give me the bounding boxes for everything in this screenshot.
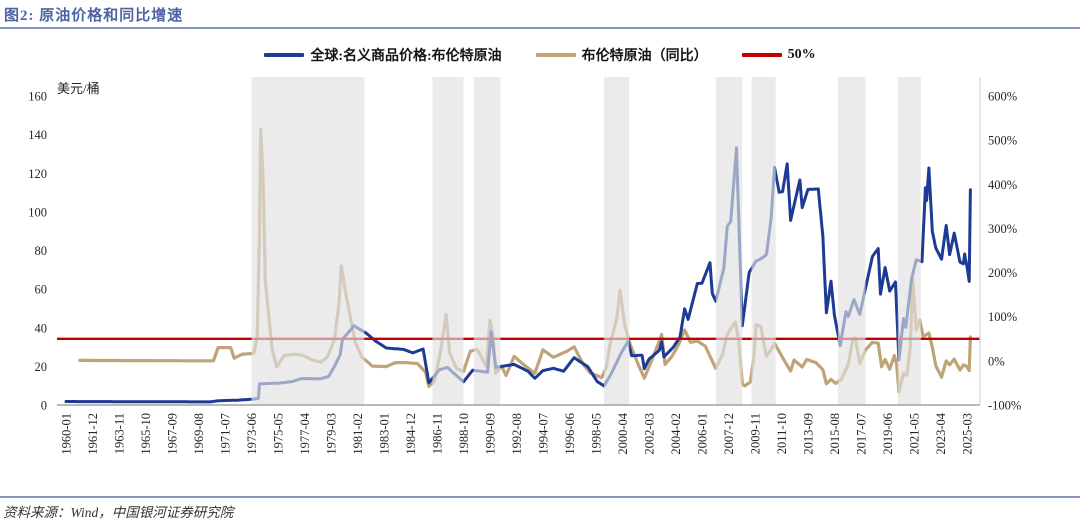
x-axis-tick-label: 1960-01 [60, 413, 74, 455]
x-axis-tick-label: 2002-03 [642, 413, 656, 455]
source-note: 资料来源：Wind，中国银河证券研究院 [3, 505, 234, 520]
right-axis-tick-label: 500% [988, 134, 1017, 148]
x-axis-tick-label: 2011-10 [775, 413, 789, 454]
right-axis-tick-label: 400% [988, 178, 1017, 192]
right-axis-tick-label: 300% [988, 222, 1017, 236]
recession-band [897, 77, 921, 405]
x-axis-tick-label: 1969-08 [192, 413, 206, 455]
price-line [64, 146, 972, 404]
figure-title: 图2: 原油价格和同比增速 [4, 8, 184, 24]
x-axis-tick-label: 1965-10 [139, 413, 153, 455]
right-axis-tick-label: 600% [988, 90, 1017, 104]
x-axis-tick-label: 1998-05 [589, 413, 603, 455]
legend-line-swatch [264, 53, 305, 57]
x-axis-tick-label: 2007-12 [722, 413, 736, 455]
footer-divider [0, 496, 1080, 498]
x-axis-tick-label: 1990-09 [483, 413, 497, 455]
legend-line-swatch [535, 53, 576, 57]
x-axis-tick-label: 2015-08 [828, 413, 842, 455]
x-axis-tick-label: 2017-07 [854, 413, 868, 455]
recession-band [715, 77, 743, 405]
legend-label: 50% [787, 47, 816, 62]
x-axis-tick-label: 1984-12 [404, 413, 418, 455]
x-axis-tick-label: 1988-10 [457, 413, 471, 455]
left-axis-tick-label: 40 [35, 321, 48, 335]
x-axis-tick-label: 1979-03 [324, 413, 338, 455]
recession-band [473, 77, 501, 405]
left-axis-ticks: 0 20 40 60 80 100 120 140 160 [28, 90, 47, 413]
recession-band [751, 77, 776, 405]
yoy-line [78, 127, 972, 394]
x-axis-tick-label: 2013-09 [801, 413, 815, 455]
right-axis-tick-label: 100% [988, 310, 1017, 324]
chart-legend: 全球:名义商品价格:布伦特原油 布伦特原油（同比） 50% [0, 45, 1080, 65]
left-axis-tick-label: 160 [28, 90, 47, 104]
x-axis-tick-label: 1971-07 [218, 413, 232, 455]
right-axis-tick-label: 200% [988, 266, 1017, 280]
recession-band [837, 77, 866, 405]
left-axis-tick-label: 60 [35, 283, 48, 297]
x-axis-tick-label: 1994-07 [536, 413, 550, 455]
recession-bands [251, 77, 921, 405]
x-axis-tick-label: 2004-02 [669, 413, 683, 455]
title-divider [0, 27, 1080, 29]
x-axis-tick-label: 1983-01 [377, 413, 391, 455]
legend-label: 全球:名义商品价格:布伦特原油 [310, 49, 502, 64]
x-axis-ticks: 1960-01 1961-12 1963-11 1965-10 1967-09 1969-… [60, 412, 975, 454]
x-axis-tick-label: 1963-11 [112, 413, 126, 454]
left-axis-tick-label: 80 [35, 244, 48, 258]
x-axis-tick-label: 2006-01 [695, 413, 709, 455]
right-axis-tick-label: 0% [988, 354, 1005, 368]
x-axis-tick-label: 1981-02 [351, 413, 365, 455]
legend-line-swatch [741, 53, 782, 57]
x-axis-tick-label: 2023-04 [934, 412, 948, 454]
left-axis-tick-label: 20 [35, 360, 48, 374]
x-axis-tick-label: 1996-06 [563, 413, 577, 455]
x-axis-tick-label: 1967-09 [165, 413, 179, 455]
left-axis-tick-label: 0 [41, 399, 47, 413]
x-axis-tick-label: 2025-03 [960, 413, 974, 455]
right-axis-ticks: 600% 500% 400% 300% 200% 100% 0% -100% [988, 90, 1021, 413]
x-axis-tick-label: 2009-11 [748, 413, 762, 454]
recession-band [251, 77, 365, 405]
x-axis-tick-label: 1977-04 [298, 412, 312, 454]
legend-item-1: 布伦特原油（同比） [535, 45, 708, 65]
left-axis-unit-label: 美元/桶 [57, 81, 100, 96]
x-axis-tick-label: 2000-04 [616, 412, 630, 454]
x-axis-tick-label: 2019-06 [881, 413, 895, 455]
legend-item-0: 全球:名义商品价格:布伦特原油 [264, 45, 502, 65]
legend-item-2: 50% [741, 47, 816, 63]
legend-label: 布伦特原油（同比） [581, 49, 708, 64]
x-axis-tick-label: 1986-11 [430, 413, 444, 454]
right-axis-tick-label: -100% [988, 399, 1021, 413]
x-axis-tick-label: 1992-08 [510, 413, 524, 455]
x-axis-tick-label: 1973-06 [245, 413, 259, 455]
recession-band [432, 77, 464, 405]
left-axis-tick-label: 140 [28, 128, 47, 142]
left-axis-tick-label: 120 [28, 167, 47, 181]
x-axis-tick-label: 1961-12 [86, 413, 100, 455]
x-axis-tick-label: 2021-05 [907, 413, 921, 455]
x-axis-tick-label: 1975-05 [271, 413, 285, 455]
left-axis-tick-label: 100 [28, 205, 47, 219]
recession-band [604, 77, 630, 405]
